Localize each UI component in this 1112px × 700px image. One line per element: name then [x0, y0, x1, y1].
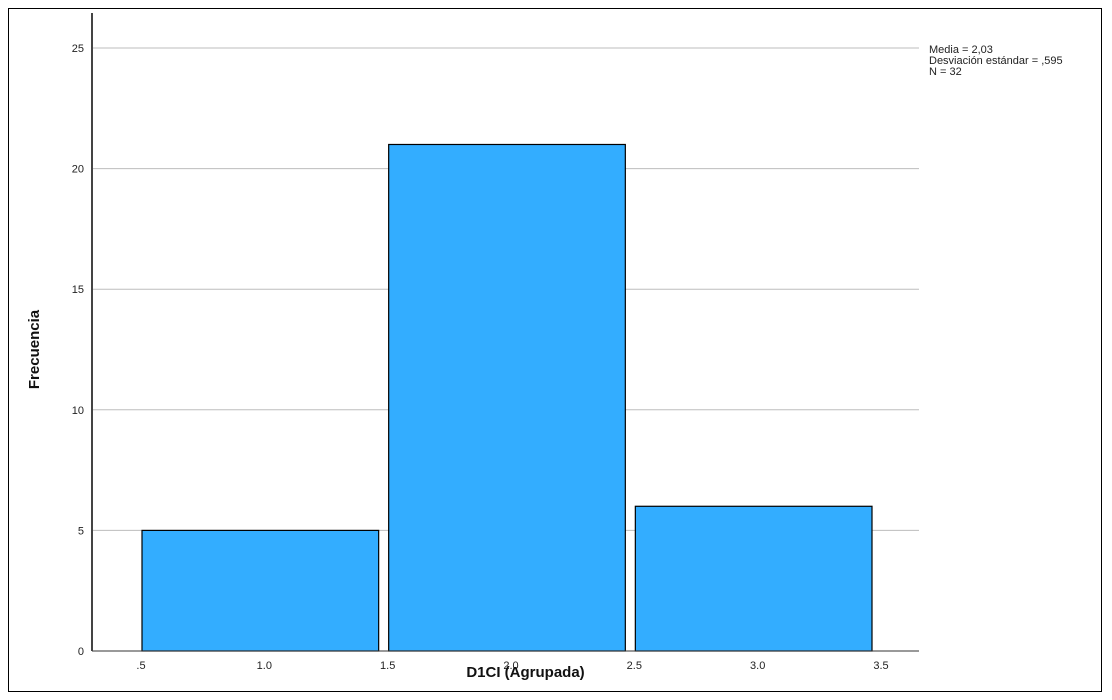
x-tick-label: 1.5: [380, 660, 395, 672]
histogram-bar: [634, 505, 873, 652]
histogram-bar: [141, 529, 380, 652]
x-axis-title: D1CI (Agrupada): [466, 664, 584, 681]
stat-std-dev: Desviación estándar = ,595: [929, 55, 1063, 67]
y-tick-label: 10: [72, 405, 84, 417]
y-axis-title: Frecuencia: [26, 309, 43, 389]
chart-frame: 0 5 10 15 20 25 .5 1.0 1.5 2.0 2.5 3.0 3.5 Frecuenc…: [8, 8, 1102, 692]
bars: [141, 143, 873, 652]
y-tick-label: 25: [72, 43, 84, 55]
x-tick-label: 2.5: [627, 660, 642, 672]
statistics-box: Media = 2,03 Desviación estándar = ,595 …: [929, 44, 1063, 78]
x-tick-label: 2.0: [503, 660, 518, 672]
y-tick-label: 0: [78, 646, 84, 658]
x-tick-label: 1.0: [257, 660, 272, 672]
histogram-bar: [388, 143, 626, 652]
y-tick-label: 5: [78, 525, 84, 537]
x-tick-label: 3.0: [750, 660, 765, 672]
x-tick-label: .5: [136, 660, 145, 672]
y-tick-label: 15: [72, 284, 84, 296]
stat-mean: Media = 2,03: [929, 44, 993, 56]
x-tick-labels: .5 1.0 1.5 2.0 2.5 3.0 3.5: [136, 660, 888, 672]
histogram-chart: 0 5 10 15 20 25 .5 1.0 1.5 2.0 2.5 3.0 3.5 Frecuenc…: [26, 13, 1063, 681]
y-tick-label: 20: [72, 164, 84, 176]
x-tick-label: 3.5: [873, 660, 888, 672]
stat-n: N = 32: [929, 66, 962, 78]
y-tick-labels: 0 5 10 15 20 25: [72, 43, 84, 658]
